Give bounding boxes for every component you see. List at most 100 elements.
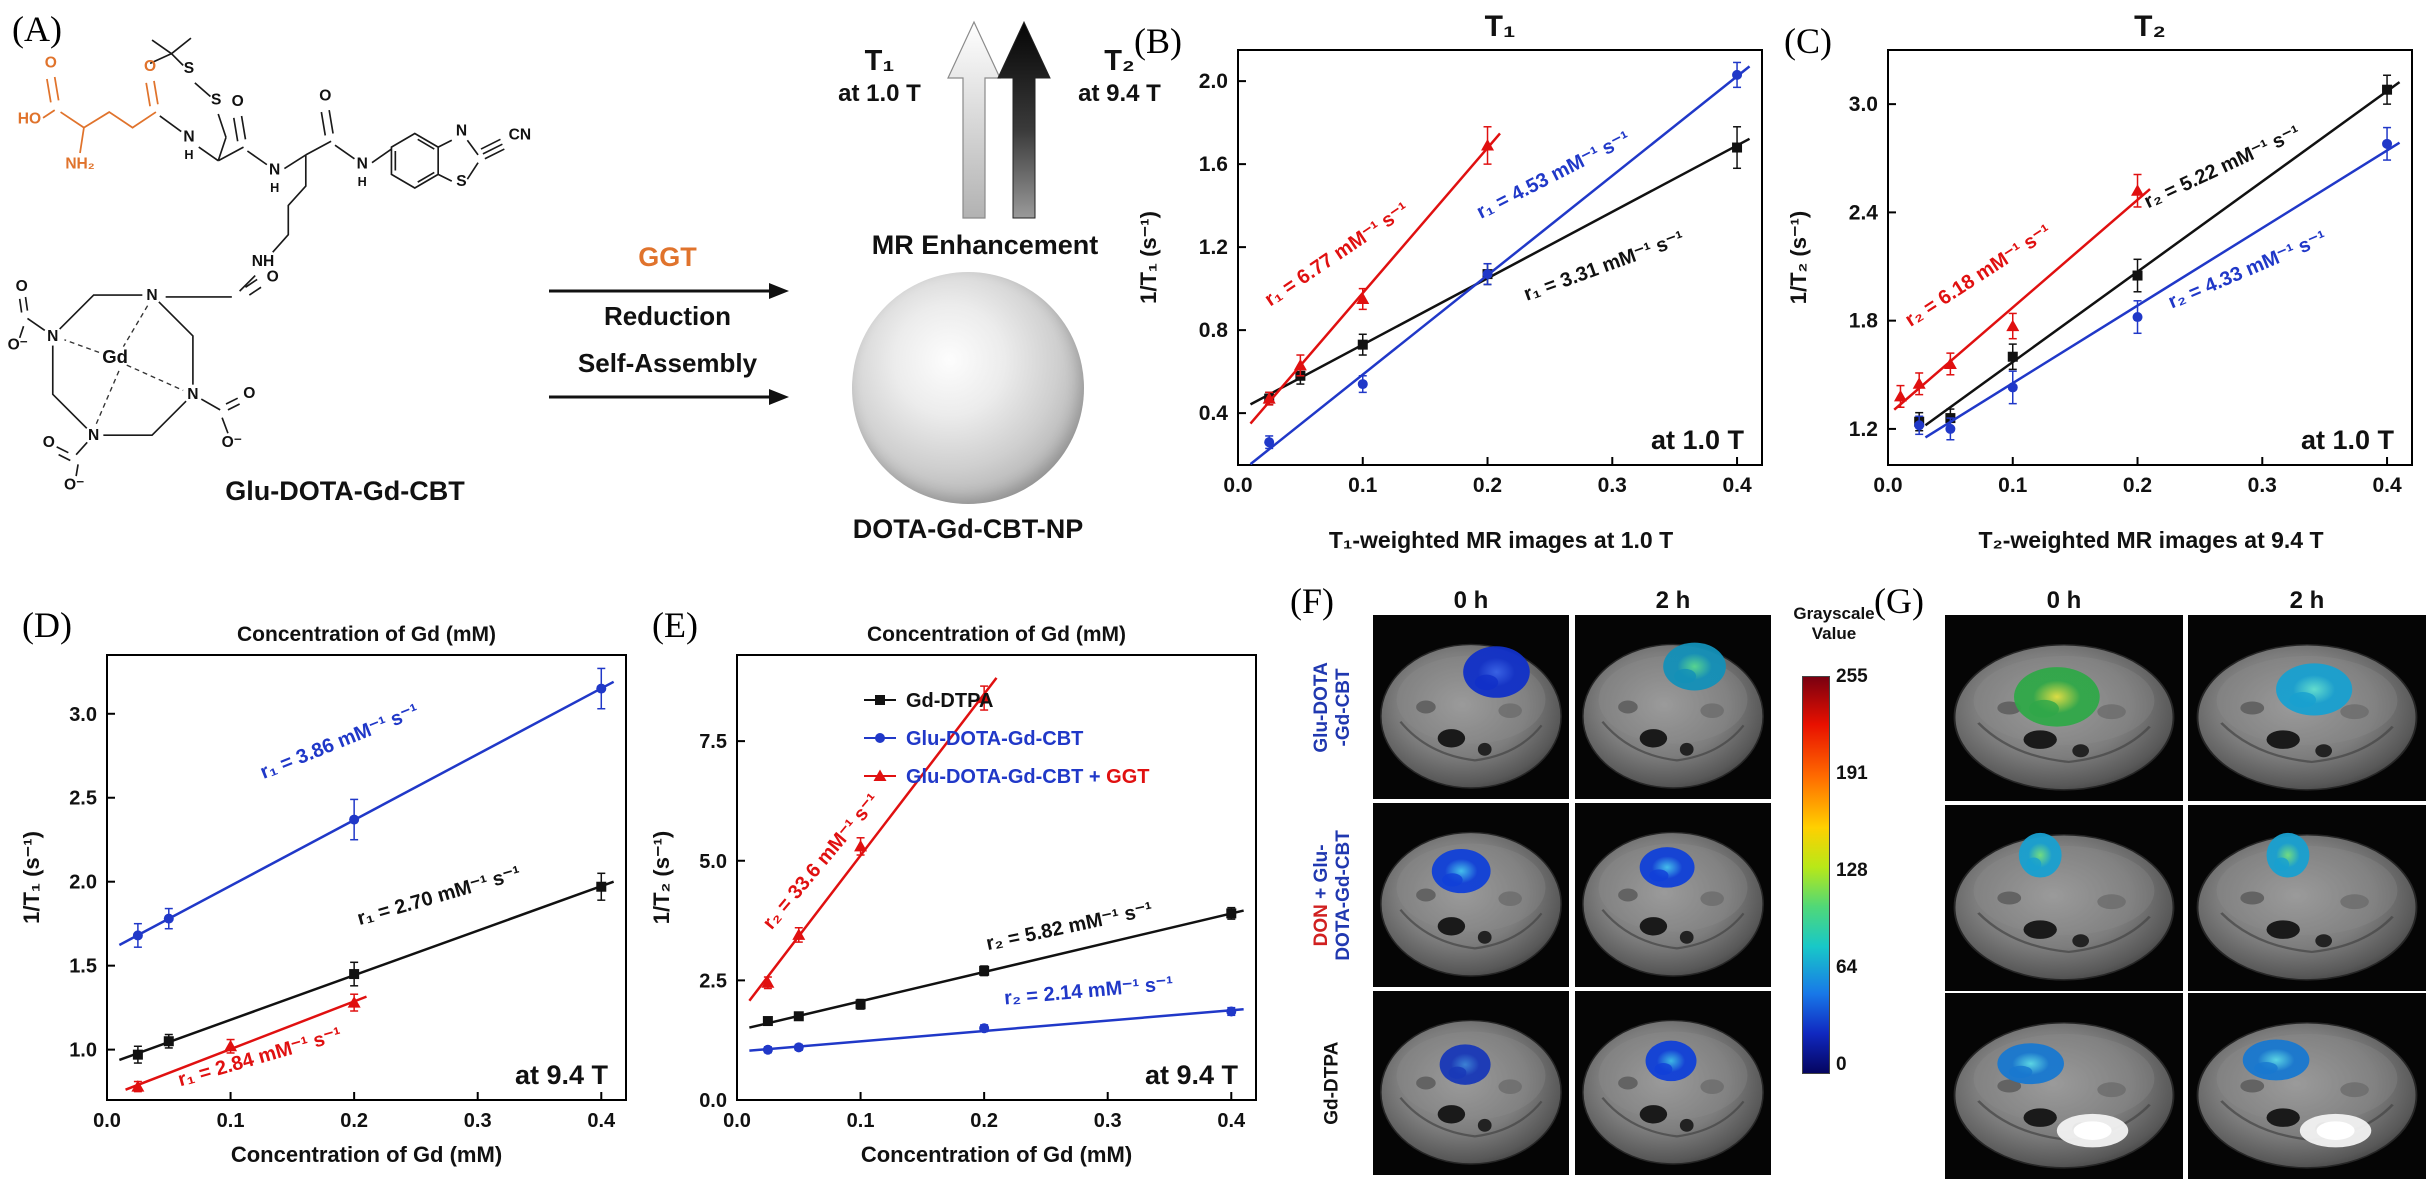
svg-text:H: H [358, 175, 367, 189]
svg-text:7.5: 7.5 [699, 731, 727, 753]
svg-text:0.1: 0.1 [1998, 474, 2028, 497]
panel-g-col-header-2h: 2 h [2289, 587, 2325, 614]
svg-text:O: O [267, 268, 279, 285]
svg-text:S: S [211, 91, 221, 108]
svg-text:0.4: 0.4 [1199, 402, 1229, 425]
svg-text:2.5: 2.5 [69, 788, 97, 810]
mri-image [2188, 615, 2426, 801]
svg-text:0.1: 0.1 [217, 1110, 245, 1132]
mri-tile-g-r0-c0 [1945, 615, 2183, 801]
t1-arrow-label: T₁ at 1.0 T [822, 45, 937, 108]
t2-field-label: at 9.4 T [1078, 80, 1161, 107]
svg-text:0.2: 0.2 [340, 1110, 368, 1132]
chart-svg: 0.0 0.1 0.2 0.3 0.4 0.0 2.5 5.0 7.5 Concentration… [649, 623, 1257, 1167]
svg-text:0.0: 0.0 [1873, 474, 1902, 497]
svg-text:Concentration of Gd (mM): Concentration of Gd (mM) [231, 1142, 502, 1167]
mri-image [1575, 615, 1771, 799]
mri-image [2188, 993, 2426, 1179]
svg-text:2.4: 2.4 [1849, 201, 1879, 224]
svg-text:N: N [146, 287, 157, 304]
panel-b-caption: T₁-weighted MR images at 1.0 T [1328, 527, 1674, 553]
colorbar-tick-64: 64 [1836, 957, 1858, 978]
row-label-line: Glu-DOTA [1310, 661, 1332, 753]
panel-b-letter: (B) [1134, 21, 1182, 61]
svg-text:r₁ = 6.77 mM⁻¹ s⁻¹: r₁ = 6.77 mM⁻¹ s⁻¹ [1261, 198, 1414, 311]
reaction-steps: GGT Reduction Self-Assembly [545, 240, 790, 407]
chart-svg: 0.0 0.1 0.2 0.3 0.4 0.4 0.8 1.2 1.6 2.0 T₁ 1/T₁ (s⁻… [1136, 10, 1763, 497]
svg-text:Glu-DOTA-Gd-CBT: Glu-DOTA-Gd-CBT [906, 728, 1083, 750]
panel-d-chart: 0.0 0.1 0.2 0.3 0.4 1.0 1.5 2.0 2.5 3.0 Concentrat… [15, 595, 640, 1195]
svg-text:0.1: 0.1 [847, 1110, 875, 1132]
svg-text:T₂: T₂ [2134, 10, 2166, 43]
svg-text:r₁ = 4.53 mM⁻¹ s⁻¹: r₁ = 4.53 mM⁻¹ s⁻¹ [1473, 127, 1634, 223]
colorbar-title: Grayscale Value [1788, 604, 1880, 645]
svg-text:0.2: 0.2 [970, 1110, 998, 1132]
panel-f-letter: (F) [1290, 581, 1334, 621]
self-assembly-label: Self-Assembly [577, 348, 758, 378]
svg-text:r₂ = 2.14 mM⁻¹ s⁻¹: r₂ = 2.14 mM⁻¹ s⁻¹ [1003, 973, 1174, 1010]
panel-g-col-header-0h: 0 h [2046, 587, 2082, 614]
panel-e-letter: (E) [652, 605, 698, 645]
row-label-line: Gd-DTPA [1321, 1041, 1343, 1125]
row-label-gd-dtpa: Gd-DTPA [1299, 991, 1367, 1175]
svg-text:O⁻: O⁻ [8, 337, 28, 354]
svg-text:S: S [184, 60, 194, 77]
svg-text:Concentration of Gd (mM): Concentration of Gd (mM) [861, 1142, 1132, 1167]
mri-tile-g-r1-c1 [2188, 805, 2426, 991]
t2-label: T₂ [1104, 45, 1135, 77]
grayscale-colorbar: Grayscale Value 255 191 128 64 0 [1788, 598, 1880, 1118]
svg-text:T₁: T₁ [1485, 10, 1516, 43]
mri-image [1373, 803, 1569, 987]
svg-text:0.4: 0.4 [1722, 474, 1752, 497]
mri-image [2188, 805, 2426, 991]
svg-text:0.3: 0.3 [2248, 474, 2277, 497]
svg-text:O: O [43, 434, 55, 451]
t2-arrow-label: T₂ at 9.4 T [1062, 45, 1177, 108]
svg-text:0.2: 0.2 [1473, 474, 1502, 497]
svg-text:Glu-DOTA-Gd-CBT + GGT: Glu-DOTA-Gd-CBT + GGT [906, 766, 1150, 788]
chart-svg: 0.0 0.1 0.2 0.3 0.4 1.0 1.5 2.0 2.5 3.0 Concentrat… [19, 623, 627, 1167]
svg-text:N: N [47, 328, 58, 345]
benzothiazole-bonds [390, 132, 505, 189]
t2-up-arrow [997, 20, 1051, 219]
svg-text:2.0: 2.0 [1199, 70, 1228, 93]
svg-text:O: O [232, 93, 244, 110]
svg-text:0.3: 0.3 [464, 1110, 492, 1132]
svg-text:5.0: 5.0 [699, 851, 727, 873]
svg-text:O: O [243, 385, 255, 402]
colorbar-title-line2: Value [1811, 624, 1857, 644]
svg-text:S: S [456, 173, 466, 190]
row-label-line: DON + Glu- [1310, 844, 1332, 946]
t1-up-arrow [947, 20, 1001, 219]
svg-text:N: N [183, 128, 194, 145]
reaction-arrow-2 [549, 389, 789, 405]
mri-image [1945, 615, 2183, 801]
mri-image [1575, 991, 1771, 1175]
colorbar-tick-191: 191 [1836, 763, 1868, 784]
panel-f-mri-grid: (F) 0 h 2 h Glu-DOTA -Gd-CBT DON + Glu- DO… [1285, 575, 1785, 1193]
mri-tile-f-r1-c1 [1575, 803, 1771, 987]
panel-b-chart: 0.0 0.1 0.2 0.3 0.4 0.4 0.8 1.2 1.6 2.0 T₁ 1/T₁ (s⁻… [1128, 5, 1776, 525]
panel-a-letter: (A) [12, 9, 62, 49]
svg-text:r₂ = 33.6 mM⁻¹ s⁻¹: r₂ = 33.6 mM⁻¹ s⁻¹ [758, 789, 884, 933]
svg-text:1/T₂ (s⁻¹): 1/T₂ (s⁻¹) [649, 831, 674, 925]
nanoparticle-sphere [852, 272, 1084, 504]
svg-text:1/T₂ (s⁻¹): 1/T₂ (s⁻¹) [1786, 211, 1811, 305]
svg-text:at 9.4 T: at 9.4 T [515, 1060, 609, 1090]
svg-text:0.0: 0.0 [723, 1110, 751, 1132]
svg-text:0.0: 0.0 [1223, 474, 1252, 497]
svg-text:O: O [144, 58, 156, 75]
mri-tile-f-r1-c0 [1373, 803, 1569, 987]
svg-text:HO: HO [18, 111, 41, 128]
svg-text:1/T₁ (s⁻¹): 1/T₁ (s⁻¹) [19, 831, 44, 924]
svg-text:at 9.4 T: at 9.4 T [1145, 1060, 1239, 1090]
svg-text:1.0: 1.0 [69, 1040, 97, 1062]
molecule-label: Glu-DOTA-Gd-CBT [225, 476, 465, 506]
svg-text:0.1: 0.1 [1348, 474, 1378, 497]
t1-field-label: at 1.0 T [838, 80, 921, 107]
panel-g-letter: (G) [1874, 581, 1924, 621]
svg-text:O: O [45, 54, 57, 71]
panel-c-caption: T₂-weighted MR images at 9.4 T [1978, 527, 2324, 553]
